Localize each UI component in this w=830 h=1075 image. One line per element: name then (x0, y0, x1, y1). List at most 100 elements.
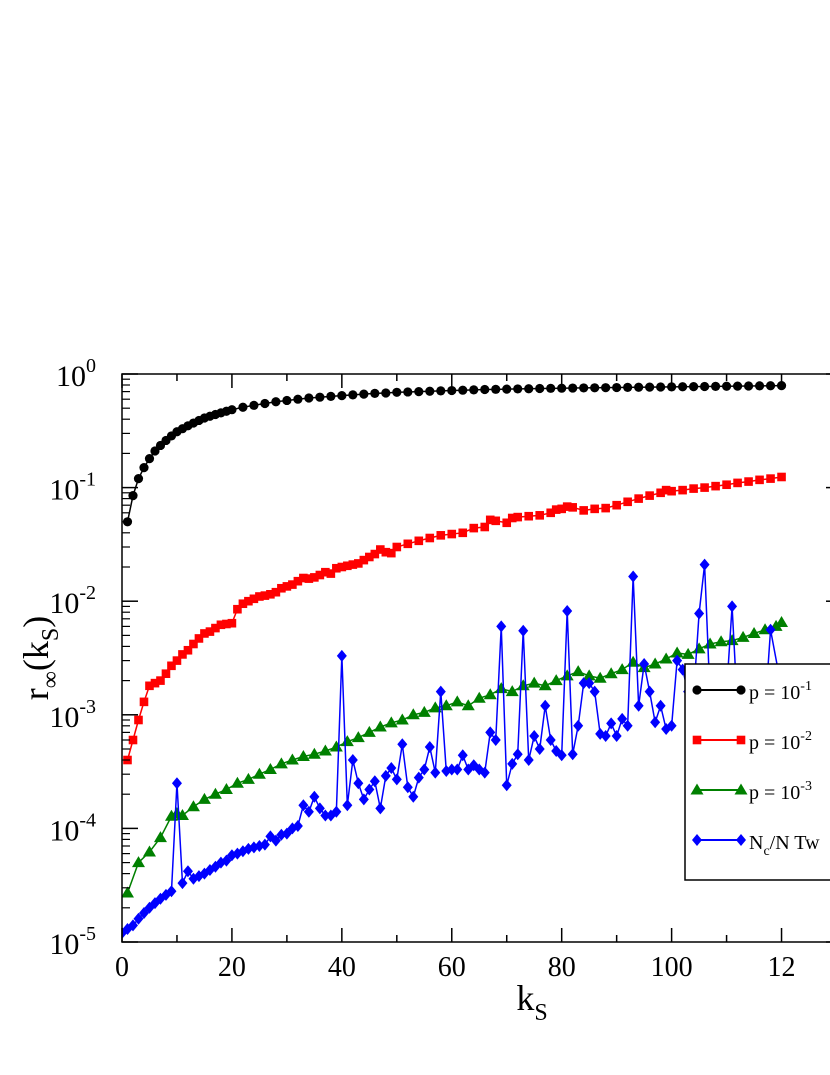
data-point (227, 405, 237, 415)
data-point (233, 604, 242, 614)
legend-box (684, 663, 830, 881)
data-point (694, 607, 705, 620)
data-point (326, 391, 336, 402)
data-point (670, 646, 684, 658)
x-label-sub: S (534, 1000, 547, 1026)
data-point (766, 474, 775, 483)
legend-marker (736, 834, 746, 846)
data-point (359, 389, 369, 399)
data-point (318, 744, 332, 756)
data-point (384, 716, 398, 728)
data-point (524, 511, 534, 521)
data-point (227, 618, 237, 628)
data-point (298, 799, 309, 812)
data-point (457, 749, 468, 762)
legend-label: p = 10-1 (749, 679, 812, 704)
y-label-main: r (16, 688, 56, 700)
data-point (612, 500, 621, 510)
data-point (134, 715, 143, 725)
data-point (545, 734, 556, 747)
data-point (161, 669, 171, 679)
data-point (590, 504, 599, 514)
data-point (414, 536, 424, 546)
data-point (458, 385, 468, 395)
data-point (765, 381, 776, 391)
data-point (406, 708, 420, 720)
data-point (655, 699, 666, 712)
data-point (567, 748, 578, 761)
data-point (699, 381, 710, 392)
data-point (166, 885, 177, 898)
data-point (172, 656, 182, 665)
data-point (736, 630, 750, 642)
data-point (645, 382, 655, 392)
data-point (413, 771, 424, 784)
data-point (650, 716, 661, 729)
series-line (122, 564, 783, 934)
data-point (263, 762, 277, 774)
series-line (126, 621, 782, 894)
data-point (725, 634, 739, 646)
data-point (540, 699, 551, 712)
data-point (348, 390, 358, 400)
series-line (126, 476, 782, 761)
data-point (593, 671, 607, 683)
y-tick-label: 10-2 (49, 582, 96, 620)
data-point (337, 562, 347, 572)
data-point (644, 685, 655, 698)
data-point (271, 397, 281, 407)
x-tick-label: 20 (218, 952, 246, 983)
data-point (270, 834, 281, 847)
data-point (370, 549, 380, 559)
data-point (546, 383, 556, 393)
data-point (331, 805, 342, 818)
data-point (142, 845, 156, 857)
data-point (480, 522, 490, 532)
data-point (183, 645, 193, 655)
data-point (386, 762, 397, 775)
data-point (365, 552, 374, 562)
legend-marker (692, 834, 702, 846)
data-point (249, 400, 259, 410)
data-point (507, 513, 517, 523)
data-point (282, 582, 292, 591)
x-tick-label: 0 (115, 952, 129, 983)
data-point (604, 667, 618, 679)
y-tick-label: 100 (56, 355, 96, 393)
data-point (436, 531, 446, 540)
data-point (648, 657, 662, 669)
data-point (271, 587, 281, 597)
data-point (656, 488, 665, 498)
data-point (485, 726, 496, 739)
data-point (197, 792, 211, 804)
data-point (238, 402, 248, 412)
data-point (259, 838, 270, 851)
data-point (714, 635, 728, 647)
data-point (557, 504, 566, 514)
data-point (518, 624, 529, 637)
data-point (634, 494, 643, 503)
data-point (315, 392, 325, 402)
data-point (727, 600, 738, 613)
x-label-main: k (516, 978, 534, 1018)
data-point (296, 749, 310, 761)
data-point (194, 634, 204, 643)
data-point (689, 484, 698, 493)
data-point (343, 561, 352, 571)
series-4 (122, 558, 787, 940)
data-point (362, 725, 376, 737)
data-point (282, 395, 292, 406)
data-point (491, 384, 501, 394)
data-point (667, 486, 676, 496)
data-point (579, 383, 589, 393)
data-point (387, 548, 396, 558)
data-point (358, 793, 369, 806)
data-point (329, 740, 343, 752)
data-point (512, 748, 523, 761)
series-1 (122, 381, 787, 527)
data-point (403, 387, 413, 397)
x-tick-label: 12 (768, 952, 796, 983)
data-point (479, 766, 490, 779)
data-point (249, 594, 259, 604)
data-point (342, 799, 353, 812)
